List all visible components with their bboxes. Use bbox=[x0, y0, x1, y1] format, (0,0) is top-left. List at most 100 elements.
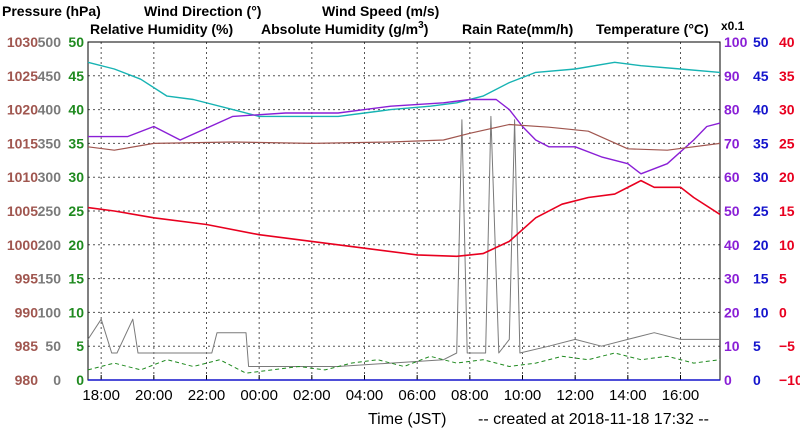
temperature-tick-label: 0 bbox=[779, 304, 787, 320]
x-axis: 18:00 20:00 22:00 00:00 02:00 04:00 06:00 08:00… bbox=[82, 375, 699, 404]
humidity-tick-label: 0 bbox=[724, 372, 732, 388]
legend-temperature: Temperature (°C) bbox=[596, 21, 709, 37]
temperature-tick-label: 5 bbox=[779, 271, 787, 287]
created-footer: -- created at 2018-11-18 17:32 -- bbox=[478, 411, 709, 428]
series-wind-speed bbox=[87, 352, 721, 374]
temperature-tick-label: 30 bbox=[779, 102, 795, 118]
pressure-tick-label: 990 bbox=[15, 304, 39, 320]
x-tick-label: 12:00 bbox=[556, 387, 594, 404]
wind-speed-tick-label: 45 bbox=[68, 68, 84, 84]
wind-speed-tick-label: 50 bbox=[68, 34, 84, 50]
wind-direction-tick-label: 250 bbox=[38, 203, 62, 219]
temperature-tick-label: −5 bbox=[779, 338, 795, 354]
x-tick-label: 04:00 bbox=[346, 387, 384, 404]
wind-direction-tick-label: 200 bbox=[38, 237, 62, 253]
rain-rate-tick-label: 0 bbox=[753, 372, 761, 388]
wind-speed-tick-label: 15 bbox=[68, 271, 84, 287]
wind-direction-tick-label: 350 bbox=[38, 135, 62, 151]
x-tick-label: 10:00 bbox=[504, 387, 542, 404]
wind-speed-tick-label: 0 bbox=[76, 372, 84, 388]
series-lines bbox=[87, 61, 721, 381]
wind-speed-tick-label: 20 bbox=[68, 237, 84, 253]
grid bbox=[88, 42, 720, 380]
humidity-tick-label: 10 bbox=[724, 338, 740, 354]
legend-absolute-humidity: Absolute Humidity (g/m3) bbox=[261, 20, 428, 37]
temperature-tick-label: 35 bbox=[779, 68, 795, 84]
humidity-tick-label: 20 bbox=[724, 304, 740, 320]
wind-direction-tick-label: 450 bbox=[38, 68, 62, 84]
humidity-tick-label: 60 bbox=[724, 169, 740, 185]
wind-speed-tick-label: 40 bbox=[68, 102, 84, 118]
legend-relative-humidity: Relative Humidity (%) bbox=[90, 21, 233, 37]
wind-speed-tick-label: 30 bbox=[68, 169, 84, 185]
series-pressure bbox=[87, 123, 721, 151]
rain-rate-tick-label: 30 bbox=[753, 169, 769, 185]
series-relative-humidity bbox=[88, 98, 721, 175]
left-axes: 1030102510201015101010051000995990985980… bbox=[7, 34, 84, 388]
legend-absolute-humidity-scale: x0.1 bbox=[721, 19, 745, 33]
pressure-tick-label: 995 bbox=[15, 271, 39, 287]
legend-absolute-humidity-main: Absolute Humidity (g/m bbox=[261, 21, 418, 37]
x-tick-label: 02:00 bbox=[293, 387, 331, 404]
x-tick-label: 18:00 bbox=[82, 387, 120, 404]
wind-direction-tick-label: 400 bbox=[38, 102, 62, 118]
legend-absolute-humidity-sup: 3 bbox=[418, 20, 424, 31]
wind-speed-tick-label: 35 bbox=[68, 135, 84, 151]
legend-pressure: Pressure (hPa) bbox=[2, 3, 101, 19]
wind-direction-tick-label: 0 bbox=[53, 372, 61, 388]
legend-wind-speed: Wind Speed (m/s) bbox=[322, 3, 439, 19]
rain-rate-tick-label: 40 bbox=[753, 102, 769, 118]
rain-rate-tick-label: 25 bbox=[753, 203, 769, 219]
x-tick-label: 08:00 bbox=[451, 387, 489, 404]
right-axes: 1009080706050403020100504540353025201510… bbox=[724, 34, 800, 388]
rain-rate-tick-label: 45 bbox=[753, 68, 769, 84]
x-tick-label: 16:00 bbox=[662, 387, 700, 404]
pressure-tick-label: 1000 bbox=[7, 237, 38, 253]
pressure-tick-label: 1010 bbox=[7, 169, 38, 185]
x-tick-label: 22:00 bbox=[188, 387, 226, 404]
temperature-tick-label: 40 bbox=[779, 34, 795, 50]
rain-rate-tick-label: 10 bbox=[753, 304, 769, 320]
temperature-tick-label: 25 bbox=[779, 135, 795, 151]
x-axis-label: Time (JST) bbox=[368, 411, 447, 428]
wind-direction-tick-label: 500 bbox=[38, 34, 62, 50]
humidity-tick-label: 80 bbox=[724, 102, 740, 118]
series-absolute-humidity bbox=[87, 61, 721, 118]
humidity-tick-label: 90 bbox=[724, 68, 740, 84]
x-tick-label: 14:00 bbox=[609, 387, 647, 404]
rain-rate-tick-label: 20 bbox=[753, 237, 769, 253]
x-tick-label: 00:00 bbox=[240, 387, 278, 404]
pressure-tick-label: 1005 bbox=[7, 203, 38, 219]
wind-direction-tick-label: 50 bbox=[45, 338, 61, 354]
wind-speed-tick-label: 10 bbox=[68, 304, 84, 320]
wind-direction-tick-label: 300 bbox=[38, 169, 62, 185]
x-tick-label: 20:00 bbox=[135, 387, 173, 404]
temperature-tick-label: 15 bbox=[779, 203, 795, 219]
legend-absolute-humidity-close: ) bbox=[424, 21, 429, 37]
x-tick-label: 06:00 bbox=[398, 387, 436, 404]
pressure-tick-label: 985 bbox=[15, 338, 39, 354]
humidity-tick-label: 70 bbox=[724, 135, 740, 151]
pressure-tick-label: 1015 bbox=[7, 135, 38, 151]
series-temperature bbox=[87, 179, 721, 258]
rain-rate-tick-label: 50 bbox=[753, 34, 769, 50]
pressure-tick-label: 980 bbox=[15, 372, 39, 388]
rain-rate-tick-label: 35 bbox=[753, 135, 769, 151]
humidity-tick-label: 30 bbox=[724, 271, 740, 287]
temperature-tick-label: 10 bbox=[779, 237, 795, 253]
wind-speed-tick-label: 5 bbox=[76, 338, 84, 354]
humidity-tick-label: 40 bbox=[724, 237, 740, 253]
temperature-tick-label: −10 bbox=[779, 372, 800, 388]
wind-direction-tick-label: 150 bbox=[38, 271, 62, 287]
pressure-tick-label: 1025 bbox=[7, 68, 38, 84]
humidity-tick-label: 100 bbox=[724, 34, 748, 50]
rain-rate-tick-label: 5 bbox=[753, 338, 761, 354]
series-wind-direction bbox=[87, 115, 720, 367]
wind-speed-tick-label: 25 bbox=[68, 203, 84, 219]
humidity-tick-label: 50 bbox=[724, 203, 740, 219]
temperature-tick-label: 20 bbox=[779, 169, 795, 185]
rain-rate-tick-label: 15 bbox=[753, 271, 769, 287]
pressure-tick-label: 1030 bbox=[7, 34, 38, 50]
legend-rain-rate: Rain Rate(mm/h) bbox=[462, 21, 573, 37]
